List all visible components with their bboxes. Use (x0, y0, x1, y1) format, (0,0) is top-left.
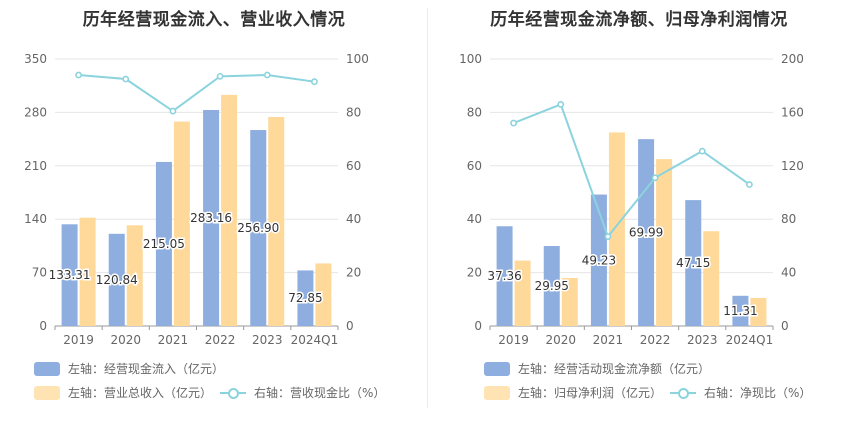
legend-item-series-3[interactable]: 右轴：净现比（%） (670, 384, 811, 401)
x-axis-tick-label: 2020 (110, 333, 141, 347)
left-axis-tick-label: 20 (467, 266, 482, 280)
bar-secondary (703, 231, 719, 326)
right-axis-tick-label: 160 (781, 105, 804, 119)
legend-item-series-1[interactable]: 左轴：经营现金流入（亿元） (34, 360, 224, 377)
left-axis-tick-label: 40 (467, 212, 482, 226)
line-series (79, 75, 315, 111)
line-point (76, 72, 81, 77)
left-axis-tick-label: 80 (467, 105, 482, 119)
legend-swatch-yellow (34, 386, 60, 400)
bar-data-label: 256.90 (237, 221, 279, 235)
bar-data-label: 133.31 (49, 268, 91, 282)
left-axis-tick-label: 100 (459, 52, 482, 66)
x-axis-tick-label: 2019 (498, 333, 529, 347)
left-axis-tick-label: 70 (32, 266, 47, 280)
bar-secondary (609, 132, 625, 326)
left-axis-tick-label: 0 (474, 319, 482, 333)
left-axis-tick-label: 210 (24, 159, 47, 173)
line-series (514, 104, 750, 236)
legend-item-series-3[interactable]: 右轴：营收现金比（%） (220, 384, 385, 401)
legend-label: 右轴：净现比（%） (704, 384, 811, 401)
right-axis-tick-label: 80 (781, 212, 796, 226)
chart-panel-cashflow-revenue: 历年经营现金流入、营业收入情况 0 70 140 210 280 350 0 20 40 60 80… (0, 0, 428, 437)
right-axis-tick-label: 20 (346, 266, 361, 280)
legend-label: 左轴：归母净利润（亿元） (518, 384, 662, 401)
left-axis-tick-label: 60 (467, 159, 482, 173)
x-axis-tick-label: 2021 (158, 333, 189, 347)
legend-swatch-blue (484, 362, 510, 376)
legend-item-series-2[interactable]: 左轴：营业总收入（亿元） (34, 384, 212, 401)
right-axis-tick-label: 200 (781, 52, 804, 66)
legend-item-series-1[interactable]: 左轴：经营活动现金流净额（亿元） (484, 360, 710, 377)
line-point (123, 76, 128, 81)
legend-swatch-yellow (484, 386, 510, 400)
legend-swatch-blue (34, 362, 60, 376)
x-axis-tick-label: 2024Q1 (291, 333, 339, 347)
bar-data-label: 283.16 (190, 211, 232, 225)
right-axis-tick-label: 60 (346, 159, 361, 173)
x-axis-tick-label: 2024Q1 (726, 333, 774, 347)
line-point (511, 120, 516, 125)
x-axis-tick-label: 2020 (545, 333, 576, 347)
line-point (605, 234, 610, 239)
right-axis-tick-label: 80 (346, 105, 361, 119)
x-axis-tick-label: 2022 (640, 333, 671, 347)
line-point (217, 74, 222, 79)
bar-data-label: 72.85 (288, 291, 322, 305)
bar-secondary (656, 159, 672, 326)
line-point (558, 102, 563, 107)
left-axis-tick-label: 0 (39, 319, 47, 333)
right-axis-tick-label: 40 (346, 212, 361, 226)
right-axis-tick-label: 40 (781, 266, 796, 280)
x-axis-tick-label: 2023 (252, 333, 283, 347)
bar-data-label: 49.23 (582, 253, 616, 267)
x-axis-tick-label: 2019 (63, 333, 94, 347)
chart-panel-netcash-profit: 历年经营现金流净额、归母净利润情况 0 20 40 60 80 100 0 40 80 120 16… (428, 0, 850, 437)
line-point (170, 108, 175, 113)
right-axis-tick-label: 0 (781, 319, 789, 333)
legend-label: 左轴：经营现金流入（亿元） (68, 360, 224, 377)
bar-data-label: 215.05 (143, 237, 185, 251)
legend-label: 左轴：经营活动现金流净额（亿元） (518, 360, 710, 377)
legend-line-icon (670, 386, 696, 400)
bar-data-label: 11.31 (723, 304, 757, 318)
x-axis-tick-label: 2021 (593, 333, 624, 347)
line-point (747, 182, 752, 187)
bar-data-label: 69.99 (629, 226, 663, 240)
legend-label: 左轴：营业总收入（亿元） (68, 384, 212, 401)
bar-data-label: 47.15 (676, 256, 710, 270)
legend-line-icon (220, 386, 246, 400)
left-axis-tick-label: 350 (24, 52, 47, 66)
legend-label: 右轴：营收现金比（%） (254, 384, 385, 401)
line-point (652, 175, 657, 180)
bar-secondary (174, 122, 190, 326)
right-axis-tick-label: 100 (346, 52, 369, 66)
line-point (265, 72, 270, 77)
bar-data-label: 29.95 (535, 279, 569, 293)
line-point (700, 149, 705, 154)
x-axis-tick-label: 2022 (205, 333, 236, 347)
bar-data-label: 37.36 (487, 269, 521, 283)
right-axis-tick-label: 0 (346, 319, 354, 333)
left-axis-tick-label: 280 (24, 105, 47, 119)
x-axis-tick-label: 2023 (687, 333, 718, 347)
line-point (312, 79, 317, 84)
right-axis-tick-label: 120 (781, 159, 804, 173)
legend-item-series-2[interactable]: 左轴：归母净利润（亿元） (484, 384, 662, 401)
left-axis-tick-label: 140 (24, 212, 47, 226)
bar-data-label: 120.84 (96, 273, 138, 287)
